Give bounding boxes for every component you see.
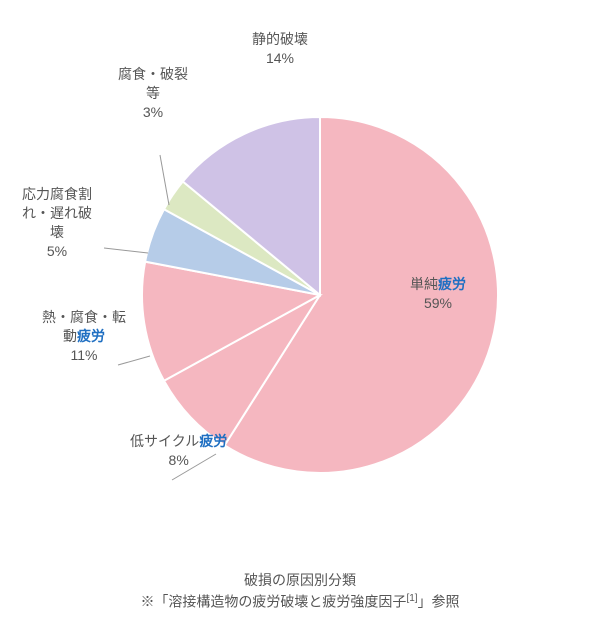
slice-label: 腐食・破裂等3% bbox=[118, 65, 188, 122]
caption-line-1: 破損の原因別分類 bbox=[0, 570, 600, 591]
slice-label: 応力腐食割れ・遅れ破壊5% bbox=[22, 185, 92, 261]
leader-line bbox=[160, 155, 169, 205]
slice-label: 熱・腐食・転動疲労11% bbox=[42, 308, 126, 365]
pie-chart: 単純疲労59% 低サイクル疲労8% 熱・腐食・転動疲労11% 応力腐食割れ・遅れ破壊5… bbox=[0, 0, 600, 560]
slice-label: 静的破壊14% bbox=[252, 30, 308, 68]
slice-label: 単純疲労59% bbox=[410, 275, 466, 313]
leader-line bbox=[104, 248, 148, 253]
slice-label: 低サイクル疲労8% bbox=[130, 432, 227, 470]
caption-line-2: ※「溶接構造物の疲労破壊と疲労強度因子[1]」参照 bbox=[0, 591, 600, 613]
pie-svg bbox=[0, 0, 600, 560]
chart-caption: 破損の原因別分類 ※「溶接構造物の疲労破壊と疲労強度因子[1]」参照 bbox=[0, 570, 600, 613]
